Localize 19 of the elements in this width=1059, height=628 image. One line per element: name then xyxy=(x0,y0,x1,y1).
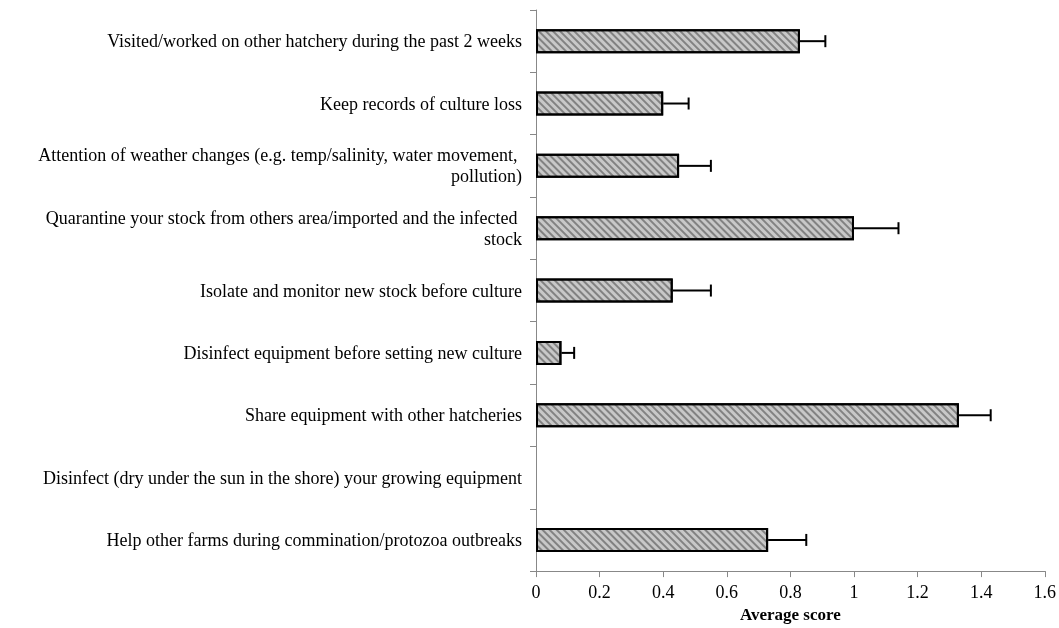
y-tick-label: Isolate and monitor new stock before culture xyxy=(200,280,523,301)
y-tick-label: Share equipment with other hatcheries xyxy=(245,405,522,426)
y-tick-label: Quarantine your stock from others area/imported and the infected stock xyxy=(45,207,522,249)
x-tick-label: 1.6 xyxy=(1033,582,1056,603)
x-tick-label: 0.4 xyxy=(651,582,675,603)
y-tick-label: Disinfect equipment before setting new culture xyxy=(183,342,523,363)
x-tick-label: 0.6 xyxy=(715,582,739,603)
y-tick-label: Keep records of culture loss xyxy=(320,93,522,114)
y-tick-label: Attention of weather changes (e.g. temp/salinity, water movement, pollution) xyxy=(38,145,522,188)
x-tick-label: 1.4 xyxy=(969,582,993,603)
x-tick-label: 1 xyxy=(849,582,859,603)
x-tick-label: 1.2 xyxy=(906,582,929,603)
y-tick-label: Disinfect (dry under the sun in the shore) your growing equipment xyxy=(43,467,522,489)
x-tick-label: 0 xyxy=(531,582,541,603)
y-tick-label: Visited/worked on other hatchery during the past 2 weeks xyxy=(107,31,522,52)
x-tick-label: 0.8 xyxy=(779,582,802,603)
x-tick-label: 0.2 xyxy=(588,582,611,603)
x-axis-title: Average score xyxy=(739,605,842,624)
y-tick-label: Help other farms during commination/protozoa outbreaks xyxy=(106,529,522,550)
